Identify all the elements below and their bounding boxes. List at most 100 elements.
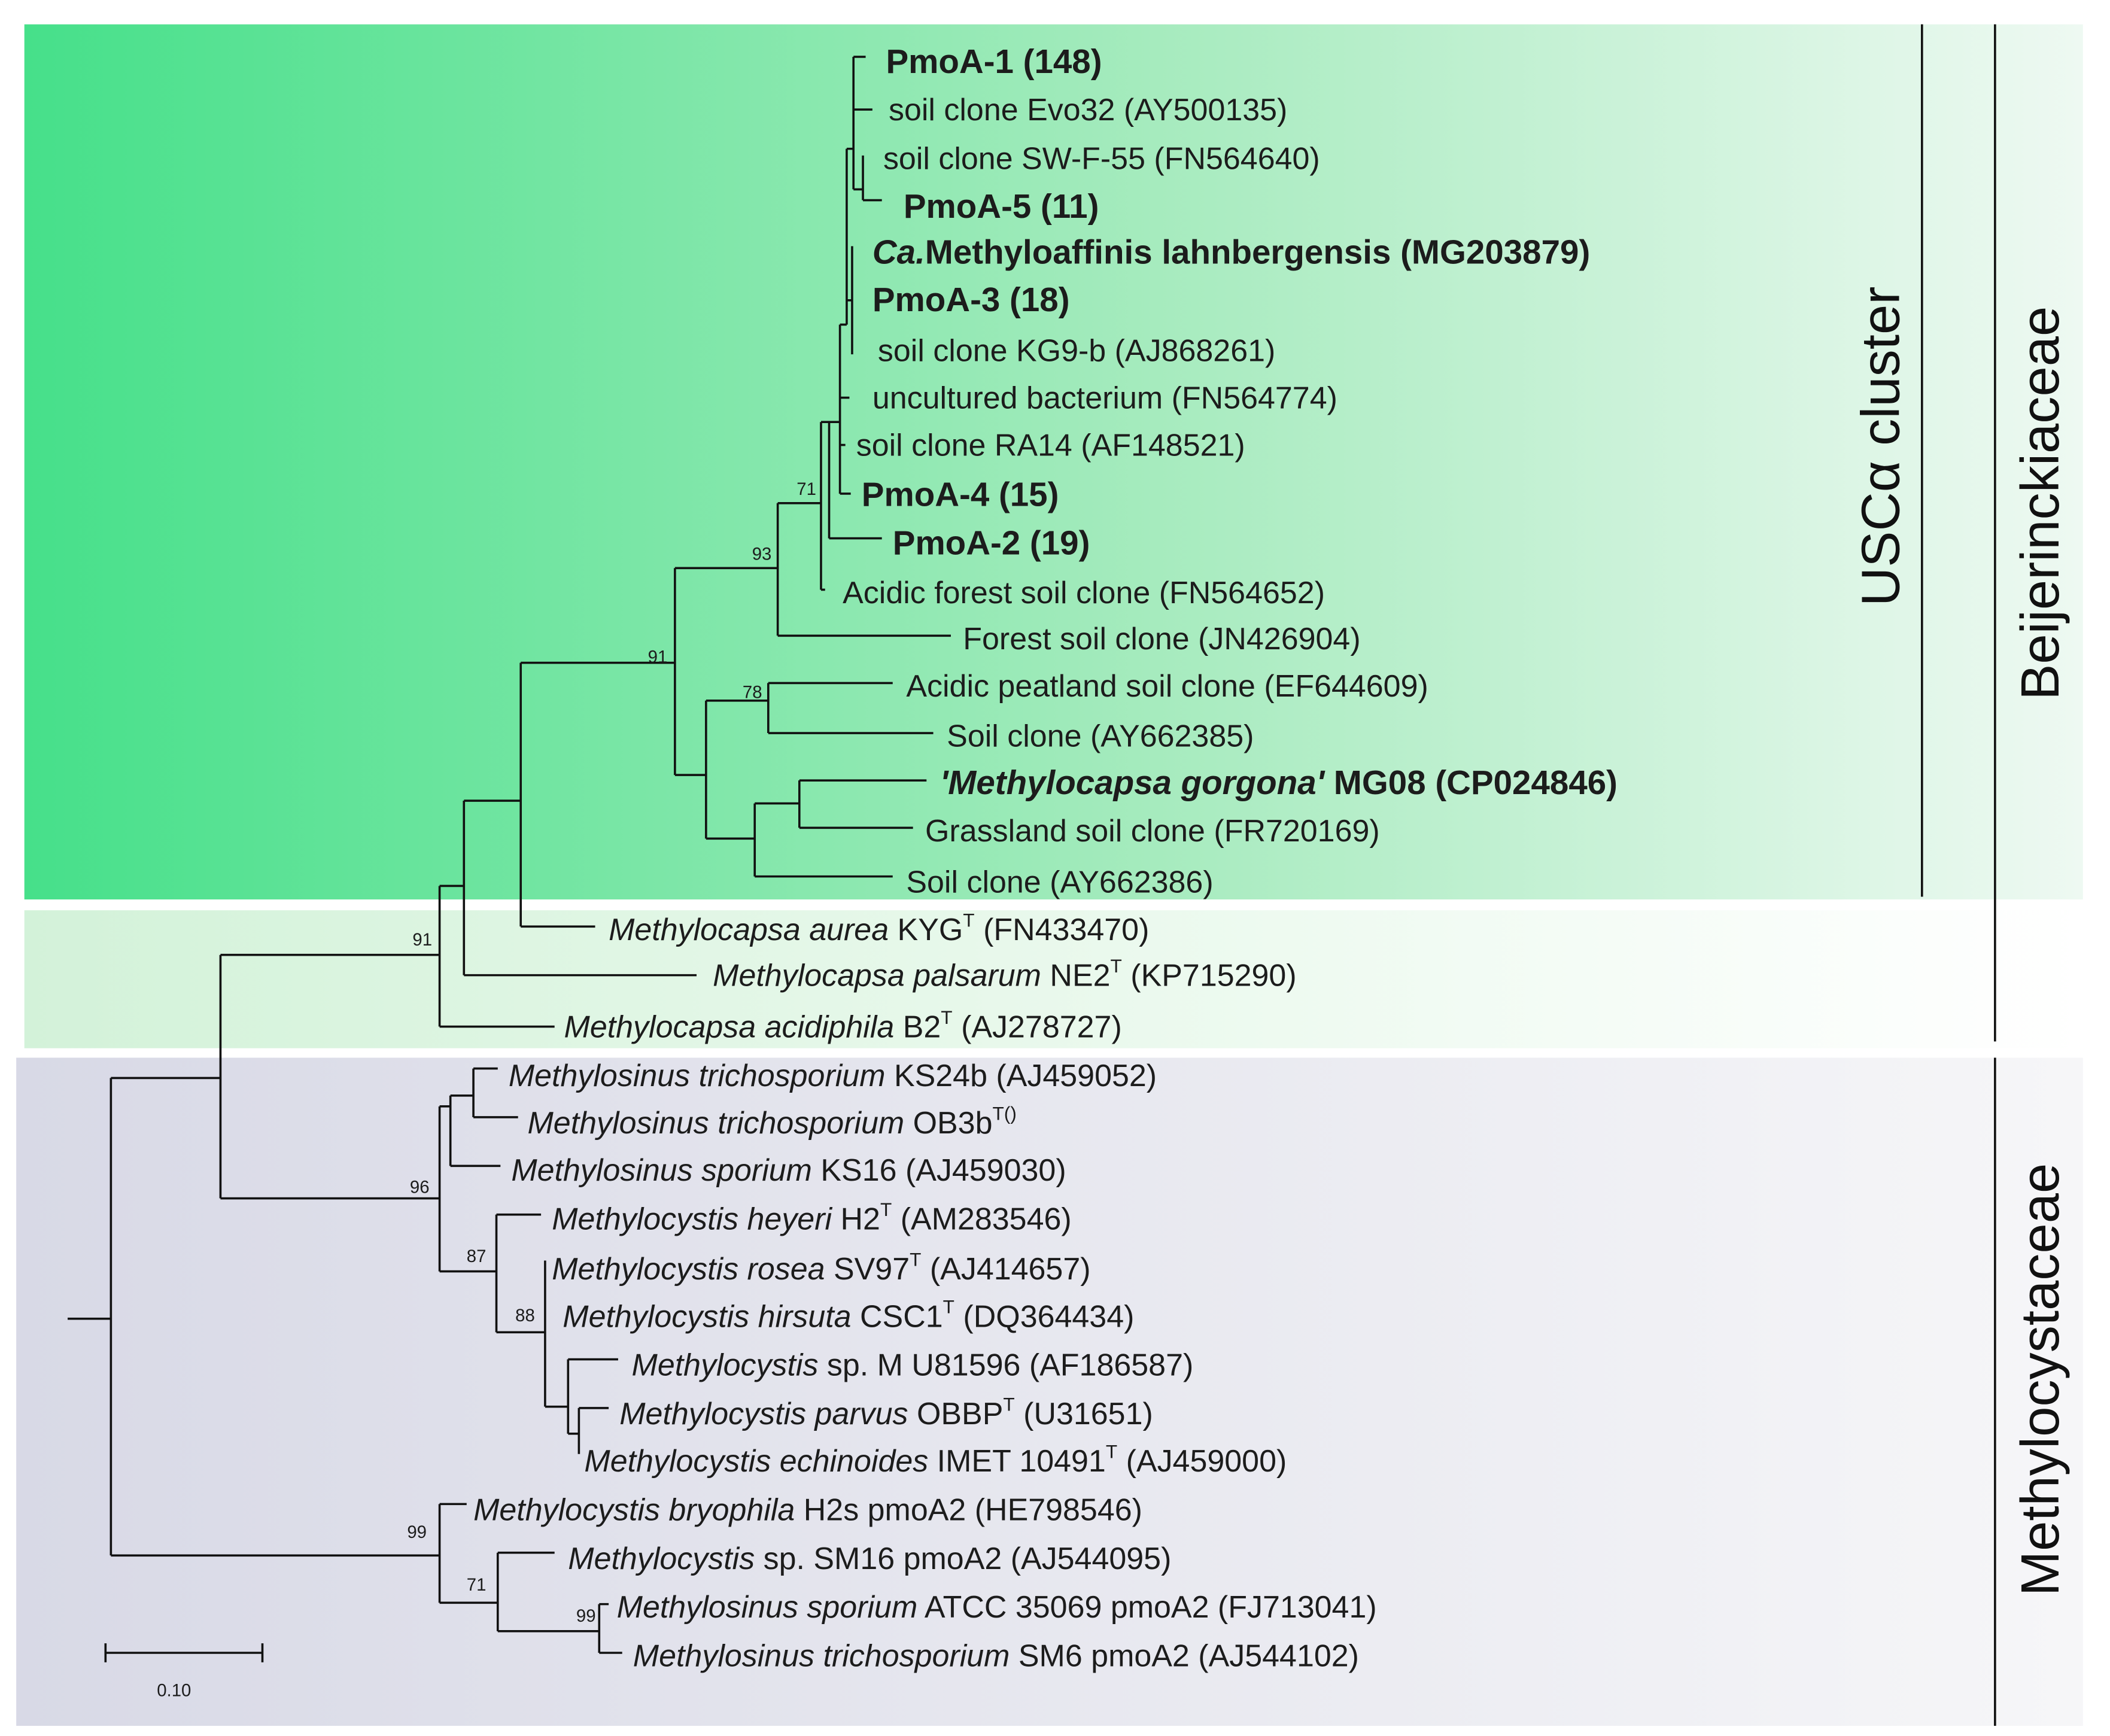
leaf-label-part: Methylocapsa aurea — [609, 913, 889, 947]
leaf-label-part: T — [910, 1249, 921, 1270]
leaf-label-part: H2 — [832, 1202, 880, 1237]
leaf-label-part: MG08 (CP024846) — [1324, 764, 1618, 801]
leaf-label-part: (KP715290) — [1122, 959, 1297, 993]
leaf-label-part: sp. SM16 pmoA2 (AJ544095) — [755, 1542, 1171, 1576]
leaf-label: soil clone SW-F-55 (FN564640) — [883, 142, 1320, 177]
leaf-label: Methylocapsa palsarum NE2T (KP715290) — [713, 955, 1297, 993]
leaf-label: PmoA-5 (11) — [904, 187, 1099, 225]
leaf-label: soil clone Evo32 (AY500135) — [889, 93, 1287, 127]
leaf-label-part: Methylocapsa palsarum — [713, 959, 1041, 993]
leaf-label-part: (AJ414657) — [921, 1252, 1090, 1287]
scale-bar: 0.10 — [104, 1643, 264, 1700]
leaf-label-part: Methylocystis bryophila — [473, 1492, 795, 1527]
leaf-label-part: PmoA-3 (18) — [872, 281, 1070, 318]
leaf-label-part: Soil clone (AY662385) — [947, 719, 1254, 754]
leaf-label: Acidic forest soil clone (FN564652) — [843, 576, 1325, 610]
leaf-label-part: Methylosinus sporium — [511, 1153, 812, 1188]
leaf-label-part: Forest soil clone (JN426904) — [963, 622, 1360, 656]
leaf-label: Soil clone (AY662385) — [947, 719, 1254, 754]
leaf-label: Grassland soil clone (FR720169) — [925, 814, 1380, 849]
leaf-label: Methylocapsa aurea KYGT (FN433470) — [609, 909, 1149, 947]
leaf-label-part: (AJ278727) — [953, 1010, 1122, 1045]
leaf-label-part: SM6 pmoA2 (AJ544102) — [1010, 1639, 1359, 1674]
leaf-label-part: CSC1 — [852, 1299, 943, 1334]
leaf-label-part: T — [1106, 1441, 1117, 1463]
leaf-label-part: Methylocystis echinoides — [584, 1444, 928, 1479]
bootstrap-value: 91 — [648, 647, 668, 667]
leaf-label-part: soil clone Evo32 (AY500135) — [889, 93, 1287, 127]
leaf-label-part: Methylocystis — [632, 1348, 819, 1383]
leaf-label-part: KS16 (AJ459030) — [812, 1153, 1066, 1188]
leaf-label-part: soil clone RA14 (AF148521) — [856, 428, 1245, 463]
leaf-label-part: KS24b (AJ459052) — [886, 1059, 1157, 1093]
leaf-label: Methylocystis heyeri H2T (AM283546) — [552, 1199, 1072, 1237]
leaf-label-part: uncultured bacterium (FN564774) — [872, 381, 1337, 416]
tree-branches — [68, 56, 951, 1654]
leaf-label: Methylocystis parvus OBBPT (U31651) — [619, 1393, 1153, 1431]
leaf-label-part: Methylosinus sporium — [617, 1590, 918, 1625]
leaf-label-part: NE2 — [1041, 959, 1111, 993]
leaf-label-part: KYG — [889, 913, 963, 947]
leaf-label-part: Grassland soil clone (FR720169) — [925, 814, 1380, 849]
leaf-label-part: Methylocystis heyeri — [552, 1202, 832, 1237]
leaf-label-part: (AJ459000) — [1117, 1444, 1287, 1479]
leaf-label-part: (FN433470) — [975, 913, 1150, 947]
leaf-label-part: SV97 — [825, 1252, 910, 1287]
leaf-label-part: T — [941, 1007, 952, 1028]
leaf-label-part: OBBP — [908, 1397, 1004, 1431]
leaf-label: Methylocystis rosea SV97T (AJ414657) — [552, 1249, 1090, 1287]
leaf-label: PmoA-2 (19) — [893, 524, 1090, 562]
leaf-label: soil clone KG9-b (AJ868261) — [878, 333, 1275, 368]
leaf-label-part: soil clone SW-F-55 (FN564640) — [883, 142, 1320, 177]
bootstrap-value: 99 — [407, 1522, 427, 1542]
leaf-label-part: Acidic peatland soil clone (EF644609) — [906, 669, 1428, 704]
bootstrap-value: 71 — [467, 1575, 487, 1595]
leaf-label-part: T() — [992, 1102, 1016, 1124]
leaf-label-part: B2 — [894, 1010, 941, 1045]
leaf-label: Forest soil clone (JN426904) — [963, 622, 1360, 656]
leaf-label: Soil clone (AY662386) — [906, 865, 1213, 900]
bootstrap-value: 87 — [467, 1246, 487, 1266]
leaf-label: Ca.Methyloaffinis lahnbergensis (MG20387… — [872, 233, 1590, 271]
leaf-label-part: Soil clone (AY662386) — [906, 865, 1213, 900]
leaf-label-part: IMET 10491 — [928, 1444, 1106, 1479]
leaf-label-part: Ca. — [872, 233, 925, 271]
leaf-label: Methylosinus sporium ATCC 35069 pmoA2 (F… — [617, 1590, 1377, 1625]
leaf-label-part: H2s pmoA2 (HE798546) — [795, 1492, 1142, 1527]
leaf-label: soil clone RA14 (AF148521) — [856, 428, 1245, 463]
leaf-label-part: T — [1003, 1393, 1014, 1415]
leaf-label-part: PmoA-1 (148) — [886, 42, 1102, 80]
leaf-label-part: Acidic forest soil clone (FN564652) — [843, 576, 1325, 610]
bootstrap-values: 71 93 91 78 91 96 87 88 99 71 99 — [407, 479, 816, 1626]
leaf-label-part: T — [880, 1199, 892, 1220]
leaf-labels: PmoA-1 (148) soil clone Evo32 (AY500135) s… — [473, 42, 1618, 1674]
scale-bar-label: 0.10 — [157, 1680, 191, 1700]
beijerinckiaceae-label: Beijerinckiaceae — [2010, 306, 2071, 700]
leaf-label: Methylosinus trichosporium KS24b (AJ4590… — [509, 1059, 1157, 1093]
leaf-label: Methylocystis sp. M U81596 (AF186587) — [632, 1348, 1194, 1383]
uscalpha-cluster-label: USCα cluster — [1850, 287, 1911, 606]
leaf-label: Methylosinus trichosporium OB3bT() — [528, 1102, 1017, 1141]
leaf-label: Methylosinus trichosporium SM6 pmoA2 (AJ… — [633, 1639, 1359, 1674]
leaf-label-part: (U31651) — [1015, 1397, 1153, 1431]
leaf-label-part: Methylosinus trichosporium — [509, 1059, 886, 1093]
leaf-label-part: T — [943, 1296, 954, 1318]
scale-bar-line — [104, 1643, 264, 1662]
leaf-label-part: soil clone KG9-b (AJ868261) — [878, 333, 1275, 368]
leaf-label-part: T — [963, 909, 974, 931]
bootstrap-value: 93 — [752, 545, 772, 564]
bootstrap-value: 71 — [796, 479, 816, 499]
leaf-label: PmoA-4 (15) — [862, 475, 1059, 513]
leaf-label-part: OB3b — [904, 1106, 992, 1141]
leaf-label-part: Methylocapsa acidiphila — [564, 1010, 895, 1045]
leaf-label-part: T — [1111, 955, 1122, 977]
bootstrap-value: 99 — [576, 1606, 596, 1626]
leaf-label-part: Methylosinus trichosporium — [528, 1106, 905, 1141]
leaf-label: Methylocystis echinoides IMET 10491T (AJ… — [584, 1441, 1287, 1479]
leaf-label-part: Methyloaffinis lahnbergensis (MG203879) — [925, 233, 1590, 271]
leaf-label-part: PmoA-4 (15) — [862, 475, 1059, 513]
leaf-label: PmoA-3 (18) — [872, 281, 1070, 318]
leaf-label-part: Methylosinus trichosporium — [633, 1639, 1010, 1674]
leaf-label: Methylocapsa acidiphila B2T (AJ278727) — [564, 1007, 1122, 1045]
